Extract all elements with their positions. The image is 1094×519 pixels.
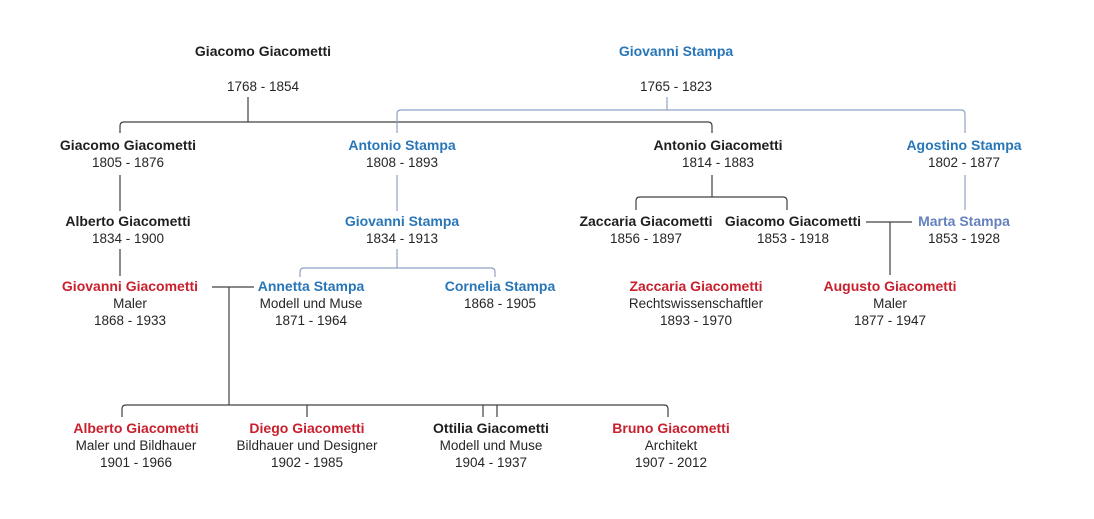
person-giacomo-giacometti-1805: Giacomo Giacometti 1805 - 1876 [28, 137, 228, 171]
person-dates: 1808 - 1893 [365, 155, 439, 170]
giacometti-connectors [119, 97, 912, 417]
person-name: Giacomo Giacometti [724, 213, 862, 229]
person-augusto-giacometti-1877: Augusto Giacometti Maler 1877 - 1947 [790, 278, 990, 329]
person-alberto-giacometti-1901: Alberto Giacometti Maler und Bildhauer 1… [36, 420, 236, 471]
person-profession: Maler [113, 296, 147, 311]
person-dates: 1768 - 1854 [226, 79, 300, 94]
person-dates: 1868 - 1905 [463, 296, 537, 311]
person-dates: 1834 - 1913 [365, 231, 439, 246]
person-profession: Architekt [644, 438, 698, 453]
person-marta-stampa-1853: Marta Stampa 1853 - 1928 [864, 213, 1064, 247]
person-antonio-stampa-1808: Antonio Stampa 1808 - 1893 [302, 137, 502, 171]
stampa-connectors [299, 97, 966, 277]
connector-siblings-bar-gen2-stampa [396, 109, 966, 133]
person-dates: 1907 - 2012 [634, 455, 708, 470]
person-dates: 1834 - 1900 [91, 231, 165, 246]
person-dates: 1868 - 1933 [93, 313, 167, 328]
person-name: Diego Giacometti [249, 420, 365, 436]
person-dates: 1902 - 1985 [270, 455, 344, 470]
person-diego-giacometti-1902: Diego Giacometti Bildhauer und Designer … [207, 420, 407, 471]
person-bruno-giacometti-1907: Bruno Giacometti Architekt 1907 - 2012 [571, 420, 771, 471]
person-alberto-giacometti-1834: Alberto Giacometti 1834 - 1900 [28, 213, 228, 247]
person-agostino-stampa-1802: Agostino Stampa 1802 - 1877 [864, 137, 1064, 171]
person-zaccaria-giacometti-1893: Zaccaria Giacometti Rechtswissenschaftle… [596, 278, 796, 329]
person-dates: 1853 - 1928 [927, 231, 1001, 246]
person-name: Giovanni Stampa [618, 43, 734, 59]
person-name: Bruno Giacometti [612, 420, 730, 436]
person-name: Zaccaria Giacometti [579, 213, 713, 229]
person-name: Alberto Giacometti [73, 420, 199, 436]
person-giovanni-giacometti-1868: Giovanni Giacometti Maler 1868 - 1933 [30, 278, 230, 329]
person-name: Ottilia Giacometti [433, 420, 549, 436]
person-dates: 1901 - 1966 [99, 455, 173, 470]
person-name: Giacomo Giacometti [59, 137, 197, 153]
connector-siblings-bar-annetta-cornelia [299, 267, 496, 277]
person-name: Agostino Stampa [906, 137, 1022, 153]
connector-siblings-bar-gen2-giacometti [119, 121, 713, 133]
person-name: Augusto Giacometti [823, 278, 957, 294]
person-name: Cornelia Stampa [444, 278, 556, 294]
person-name: Marta Stampa [918, 213, 1010, 229]
person-profession: Modell und Muse [439, 438, 543, 453]
person-giacomo-giacometti-1853: Giacomo Giacometti 1853 - 1918 [693, 213, 893, 247]
person-dates: 1802 - 1877 [927, 155, 1001, 170]
person-profession: Modell und Muse [259, 296, 363, 311]
person-name: Giovanni Giacometti [61, 278, 199, 294]
person-dates: 1871 - 1964 [274, 313, 348, 328]
person-dates: 1853 - 1918 [756, 231, 830, 246]
person-dates: 1893 - 1970 [659, 313, 733, 328]
person-profession: Maler und Bildhauer [75, 438, 197, 453]
person-annetta-stampa-1871: Annetta Stampa Modell und Muse 1871 - 19… [211, 278, 411, 329]
person-dates: 1877 - 1947 [853, 313, 927, 328]
person-profession: Bildhauer und Designer [236, 438, 378, 453]
person-profession: Maler [873, 296, 907, 311]
person-dates: 1904 - 1937 [454, 455, 528, 470]
connector-siblings-bar-gen5 [121, 404, 669, 417]
person-giovanni-stampa-1765: Giovanni Stampa 1765 - 1823 [576, 43, 776, 95]
person-name: Alberto Giacometti [65, 213, 191, 229]
person-dates: 1856 - 1897 [609, 231, 683, 246]
person-name: Antonio Stampa [348, 137, 456, 153]
person-name: Giacomo Giacometti [194, 43, 332, 59]
person-name: Antonio Giacometti [653, 137, 783, 153]
person-zaccaria-giacometti-1856: Zaccaria Giacometti 1856 - 1897 [546, 213, 746, 247]
person-name: Annetta Stampa [257, 278, 365, 294]
person-dates: 1805 - 1876 [91, 155, 165, 170]
person-giovanni-stampa-1834: Giovanni Stampa 1834 - 1913 [302, 213, 502, 247]
person-cornelia-stampa-1868: Cornelia Stampa 1868 - 1905 [400, 278, 600, 312]
person-name: Zaccaria Giacometti [629, 278, 763, 294]
connector-siblings-bar-zaccaria-giacomo [635, 196, 788, 210]
person-name: Giovanni Stampa [344, 213, 460, 229]
person-ottilia-giacometti-1904: Ottilia Giacometti Modell und Muse 1904 … [391, 420, 591, 471]
person-giacomo-giacometti-1768: Giacomo Giacometti 1768 - 1854 [163, 43, 363, 95]
person-profession: Rechtswissenschaftler [628, 296, 764, 311]
person-dates: 1765 - 1823 [639, 79, 713, 94]
person-dates: 1814 - 1883 [681, 155, 755, 170]
person-antonio-giacometti-1814: Antonio Giacometti 1814 - 1883 [618, 137, 818, 171]
